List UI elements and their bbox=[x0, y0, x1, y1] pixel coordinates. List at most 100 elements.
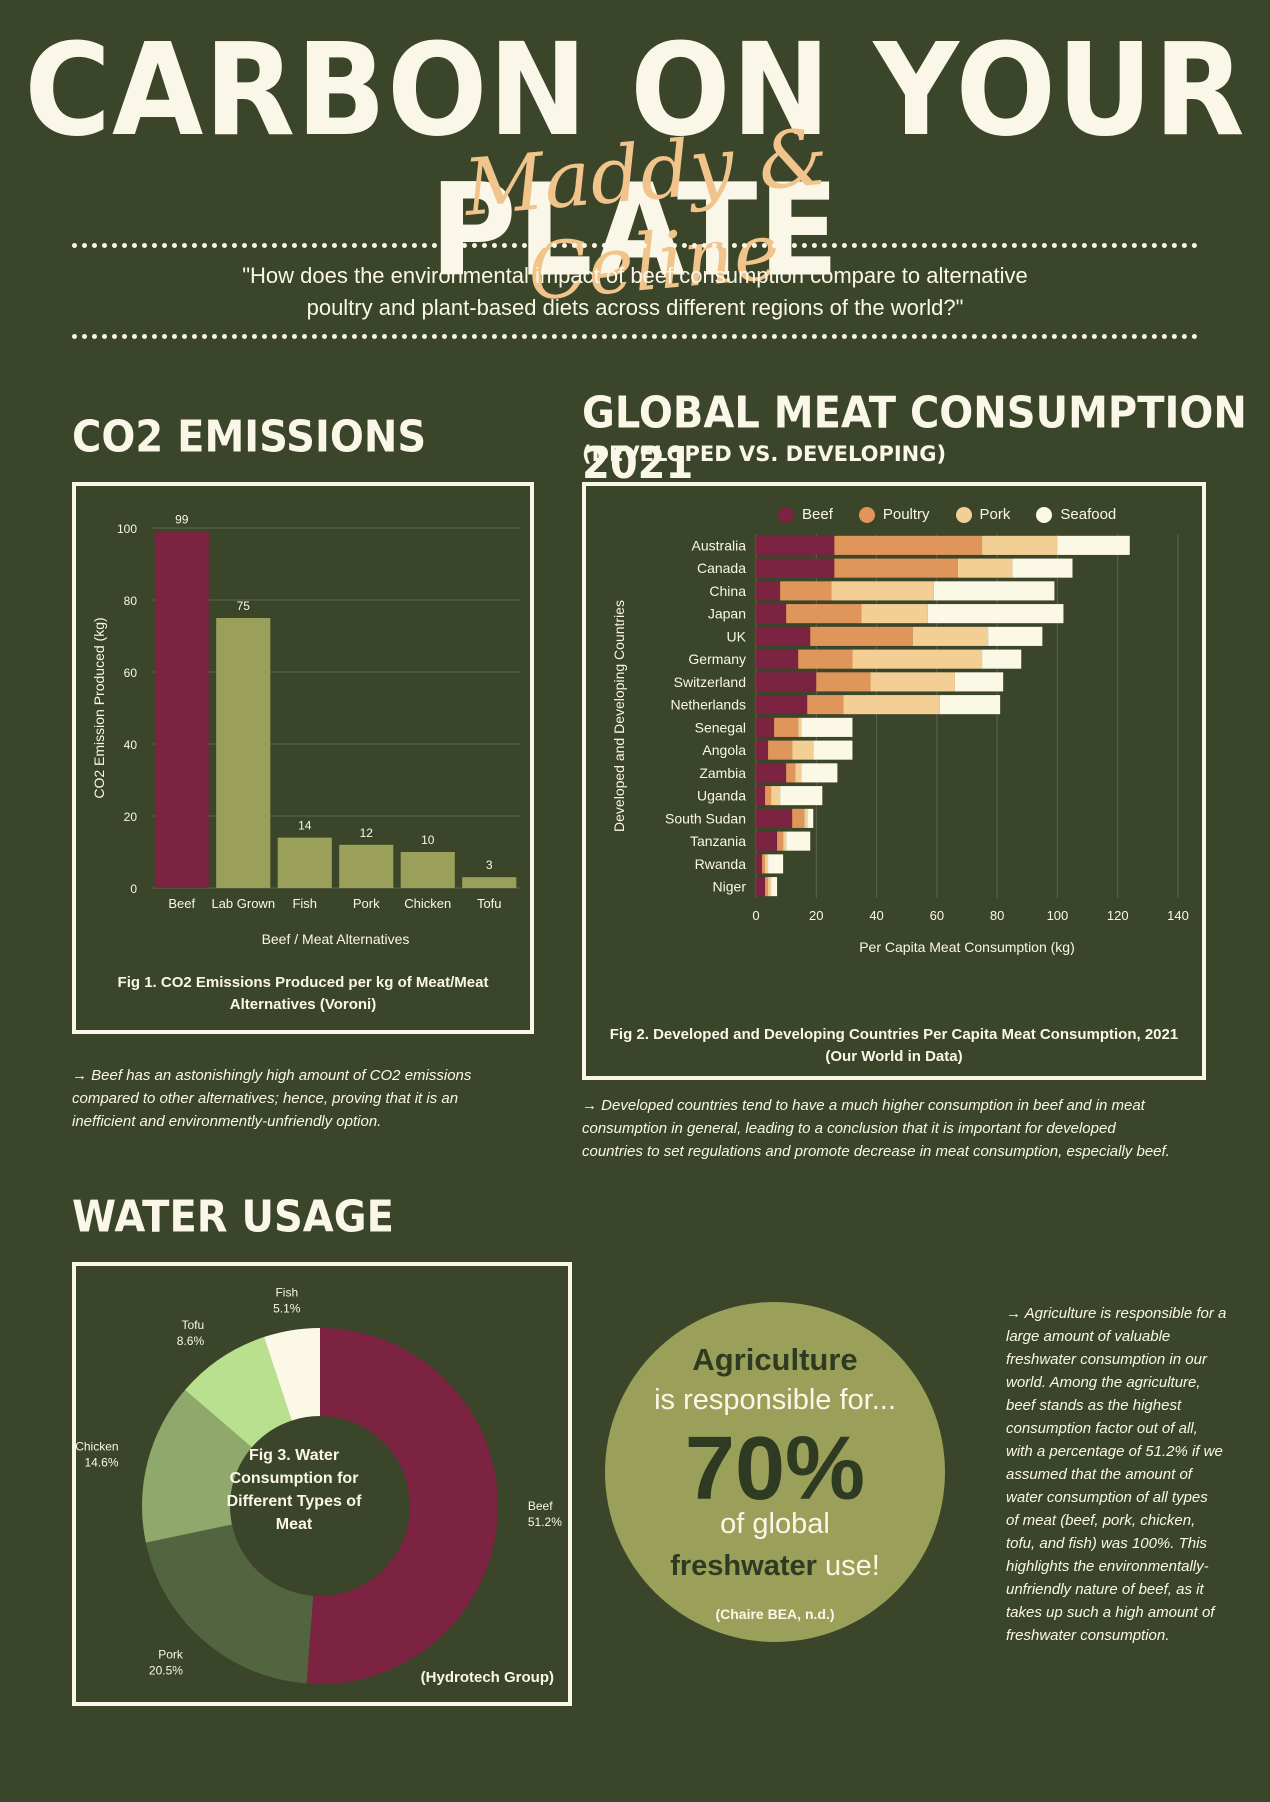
bar-segment-pork bbox=[783, 831, 787, 851]
agriculture-note-line: freshwater consumption. bbox=[1006, 1627, 1170, 1644]
water-donut-chart: Beef 51.2% Pork 20.5% Chicken 14.6% Tofu 8.6% Fi… bbox=[76, 1286, 562, 1684]
y-tick-label: China bbox=[709, 583, 746, 599]
legend-item-poultry: Poultry bbox=[858, 506, 930, 523]
bar-value-label: 12 bbox=[360, 826, 374, 840]
agri-line4-rest: use! bbox=[816, 1550, 880, 1582]
dotted-divider-bottom bbox=[72, 334, 1198, 339]
bar-lab-grown bbox=[216, 618, 271, 888]
y-tick-label: Angola bbox=[702, 742, 746, 758]
meat-note-line: → Developed countries tend to have a muc… bbox=[582, 1097, 1145, 1114]
bar-segment-beef bbox=[756, 626, 811, 646]
dotted-divider-top bbox=[72, 243, 1198, 248]
x-tick-label: Pork bbox=[353, 896, 380, 911]
x-tick-label: Lab Grown bbox=[211, 896, 275, 911]
bar-pork bbox=[339, 844, 394, 888]
bar-segment-poultry bbox=[786, 604, 862, 624]
bar-segment-beef bbox=[756, 604, 787, 624]
bar-segment-seafood bbox=[813, 740, 853, 760]
donut-center-line: Meat bbox=[275, 1516, 313, 1533]
co2-caption-line: Fig 1. CO2 Emissions Produced per kg of … bbox=[117, 974, 489, 991]
agriculture-note-line: beef stands as the highest bbox=[1006, 1397, 1182, 1414]
agriculture-note-line: of meat (beef, pork, chicken, bbox=[1006, 1512, 1196, 1529]
bar-segment-seafood bbox=[933, 581, 1055, 601]
co2-note-line: → Beef has an astonishingly high amount … bbox=[72, 1067, 472, 1084]
bar-segment-poultry bbox=[786, 763, 796, 783]
bar-chicken bbox=[400, 852, 455, 888]
agriculture-note-line: world. Among the agriculture, bbox=[1006, 1374, 1201, 1391]
meat-caption-line: Fig 2. Developed and Developing Countrie… bbox=[609, 1026, 1179, 1043]
agri-line4: freshwater use! bbox=[605, 1550, 945, 1583]
bar-segment-beef bbox=[756, 831, 778, 851]
page-title: CARBON ON YOUR PLATE bbox=[24, 15, 1246, 305]
slice-beef bbox=[306, 1328, 498, 1684]
bar-segment-pork bbox=[861, 604, 928, 624]
co2-note: → Beef has an astonishingly high amount … bbox=[72, 1064, 542, 1133]
water-heading: WATER USAGE bbox=[72, 1192, 394, 1243]
y-tick-label: 60 bbox=[124, 666, 138, 680]
bar-value-label: 14 bbox=[298, 819, 312, 833]
slice-percent-label: 5.1% bbox=[273, 1302, 301, 1316]
bar-segment-pork bbox=[852, 649, 983, 669]
agriculture-note-line: highlights the environmentally- bbox=[1006, 1558, 1209, 1575]
bar-segment-pork bbox=[765, 854, 769, 874]
bar-segment-pork bbox=[912, 626, 989, 646]
legend-label: Poultry bbox=[882, 506, 930, 523]
agri-big-stat: 70% bbox=[684, 1419, 866, 1519]
bar-segment-poultry bbox=[774, 717, 799, 737]
bar-segment-seafood bbox=[982, 649, 1022, 669]
bar-segment-seafood bbox=[927, 604, 1064, 624]
donut-center-label: Fig 3. Water Consumption for Different T… bbox=[224, 1444, 364, 1536]
slice-percent-label: 8.6% bbox=[177, 1334, 205, 1348]
y-tick-label: UK bbox=[727, 628, 747, 644]
bar-segment-beef bbox=[756, 808, 793, 828]
bar-segment-pork bbox=[792, 740, 814, 760]
bar-value-label: 99 bbox=[175, 513, 189, 527]
bar-segment-pork bbox=[804, 808, 808, 828]
co2-heading: CO2 EMISSIONS bbox=[72, 412, 427, 463]
agriculture-note-line: unfriendly nature of beef, as it bbox=[1006, 1581, 1204, 1598]
agri-line4-bold: freshwater bbox=[670, 1550, 817, 1582]
y-axis-title: CO2 Emission Produced (kg) bbox=[91, 617, 107, 798]
slice-tofu bbox=[185, 1337, 292, 1448]
bar-beef bbox=[154, 531, 209, 888]
y-tick-label: Australia bbox=[692, 537, 747, 553]
bar-segment-seafood bbox=[1057, 535, 1130, 555]
y-tick-label: 20 bbox=[124, 810, 138, 824]
bar-segment-seafood bbox=[954, 672, 1004, 692]
bar-segment-poultry bbox=[780, 581, 832, 601]
y-tick-label: 0 bbox=[130, 882, 137, 896]
slice-fish bbox=[263, 1328, 320, 1421]
y-tick-label: Niger bbox=[713, 879, 747, 895]
x-tick-label: 140 bbox=[1167, 908, 1189, 923]
x-tick-label: Beef bbox=[168, 896, 195, 911]
bar-tofu bbox=[462, 877, 517, 888]
bar-segment-seafood bbox=[939, 695, 1001, 715]
legend-label: Pork bbox=[979, 506, 1011, 523]
legend-item-seafood: Seafood bbox=[1036, 506, 1116, 523]
agri-line2: is responsible for... bbox=[654, 1384, 896, 1416]
bar-value-label: 10 bbox=[421, 833, 435, 847]
bar-segment-poultry bbox=[816, 672, 871, 692]
agri-line1: Agriculture bbox=[692, 1342, 858, 1377]
legend-label: Seafood bbox=[1060, 506, 1117, 523]
x-axis-title: Per Capita Meat Consumption (kg) bbox=[859, 939, 1075, 955]
slice-label: Fish bbox=[275, 1286, 298, 1300]
donut-center-line: Consumption for bbox=[229, 1470, 359, 1487]
bar-segment-pork bbox=[843, 695, 940, 715]
co2-caption: Fig 1. CO2 Emissions Produced per kg of … bbox=[86, 972, 520, 1016]
legend-swatch bbox=[955, 506, 972, 523]
slice-label: Chicken bbox=[76, 1439, 119, 1453]
agriculture-note-line: tofu, and fish) was 100%. This bbox=[1006, 1535, 1207, 1552]
bar-segment-poultry bbox=[798, 649, 853, 669]
agriculture-note-line: water consumption of all types bbox=[1006, 1489, 1208, 1506]
slice-percent-label: 20.5% bbox=[149, 1663, 183, 1677]
bar-segment-beef bbox=[756, 763, 787, 783]
y-tick-label: Uganda bbox=[697, 788, 746, 804]
x-tick-label: 0 bbox=[752, 908, 759, 923]
slice-label: Tofu bbox=[181, 1318, 204, 1332]
x-tick-label: 20 bbox=[809, 908, 823, 923]
slice-chicken bbox=[142, 1389, 252, 1543]
y-tick-label: South Sudan bbox=[665, 810, 746, 826]
y-tick-label: Switzerland bbox=[674, 674, 746, 690]
meat-legend: Beef Poultry Pork Seafood bbox=[778, 506, 1116, 523]
